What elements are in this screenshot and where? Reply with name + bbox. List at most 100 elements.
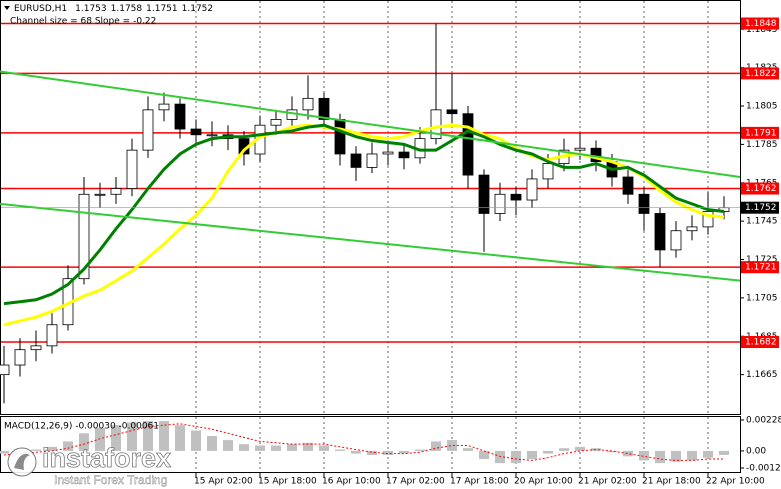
- menu-arrow: [4, 6, 10, 10]
- y-tick-label: 1.1725: [746, 255, 778, 265]
- level-tag: [741, 182, 779, 195]
- channel-line: [0, 202, 741, 282]
- y-tick-label: 1.1665: [746, 370, 778, 380]
- candle-body: [382, 151, 394, 155]
- macd-bar: [431, 441, 441, 451]
- candle-body: [430, 109, 442, 140]
- y-tick-label: 0.00228: [746, 416, 781, 426]
- macd-bar: [31, 449, 41, 451]
- macd-bar: [639, 450, 649, 461]
- x-tick-label: 16 Apr 10:00: [322, 477, 381, 487]
- level-tag: [741, 126, 779, 139]
- level-tag-label: 1.1822: [745, 69, 777, 79]
- candle-body: [686, 226, 698, 232]
- candle-body: [478, 174, 490, 214]
- y-tick-label: 1.1705: [746, 293, 778, 303]
- macd-bar: [95, 427, 105, 451]
- macd-bar: [719, 450, 729, 455]
- last-open: 1.1753: [75, 4, 107, 14]
- channel-info: Channel size = 68 Slope = -0.22: [10, 17, 156, 27]
- candle-body: [334, 119, 346, 155]
- tagline: Instant Forex Trading: [54, 473, 167, 487]
- macd-bar: [607, 450, 617, 453]
- macd-bar: [223, 440, 233, 451]
- candle-body: [638, 193, 650, 214]
- macd-bar: [351, 450, 361, 454]
- macd-bar: [79, 433, 89, 451]
- macd-panel: [0, 416, 741, 473]
- macd-bar: [271, 445, 281, 451]
- macd-bar: [143, 421, 153, 451]
- watermark: instaforex Instant Forex Trading: [7, 443, 171, 487]
- x-tick-label: 17 Apr 02:00: [386, 477, 445, 487]
- macd-bar: [191, 430, 201, 451]
- macd-bar: [111, 425, 121, 451]
- macd-title: MACD(12,26,9) -0.00030 -0.00061: [4, 422, 159, 432]
- y-tick-label: 1.1745: [746, 217, 778, 227]
- y-tick-label: 1.1785: [746, 140, 778, 150]
- macd-bar: [671, 450, 681, 462]
- x-tick-label: 21 Apr 18:00: [642, 477, 701, 487]
- macd-bar: [575, 446, 585, 451]
- level-tag: [741, 336, 779, 349]
- level-tag-label: 1.1791: [745, 128, 777, 138]
- candle-body: [702, 211, 714, 228]
- macd-bar: [655, 450, 665, 464]
- candle-body: [526, 178, 538, 201]
- y-tick-label: 1.1845: [746, 25, 778, 35]
- channel-line: [0, 70, 741, 178]
- brand: instaforex: [42, 443, 171, 473]
- level-tag: [741, 261, 779, 274]
- macd-bar: [687, 450, 697, 461]
- level-tag: [741, 67, 779, 80]
- level-tag-label: 1.1721: [745, 263, 777, 273]
- x-tick-label: 22 Apr 10:00: [706, 477, 765, 487]
- candle-body: [670, 230, 682, 251]
- last-close: 1.1752: [182, 4, 214, 14]
- macd-bar: [463, 448, 473, 451]
- macd-bar: [175, 425, 185, 451]
- y-tick-label: 1.1805: [746, 102, 778, 112]
- macd-bar: [0, 450, 9, 454]
- moving-average: [3, 123, 725, 327]
- candle-body: [350, 153, 362, 168]
- candle-body: [78, 193, 90, 280]
- level-tag-label: 1.1682: [745, 338, 777, 348]
- candle-body: [398, 151, 410, 159]
- macd-bar: [559, 448, 569, 451]
- macd-bar: [527, 450, 537, 460]
- candle-body: [302, 97, 314, 111]
- macd-bar: [591, 448, 601, 451]
- macd-bar: [207, 436, 217, 451]
- macd-bar: [287, 444, 297, 451]
- candle-body: [494, 193, 506, 214]
- x-tick-label: 20 Apr 10:00: [514, 477, 573, 487]
- macd-bar: [383, 450, 393, 455]
- macd-bar: [479, 450, 489, 460]
- candle-body: [206, 134, 218, 137]
- macd-bar: [447, 440, 457, 451]
- chart-header: EURUSD,H1 1.1753 1.1758 1.1751 1.1752: [14, 4, 213, 14]
- macd-bar: [239, 444, 249, 451]
- macd-bar: [367, 450, 377, 455]
- macd-bar: [543, 450, 553, 454]
- macd-bar: [47, 446, 57, 451]
- candle-body: [110, 188, 122, 195]
- moving-average: [3, 123, 725, 306]
- last-high: 1.1758: [111, 4, 143, 14]
- candle-body: [446, 109, 458, 115]
- candle-body: [158, 103, 170, 111]
- macd-bar: [495, 450, 505, 464]
- candle-body: [542, 163, 554, 180]
- candle-body: [94, 193, 106, 196]
- symbol: EURUSD,H1: [14, 4, 67, 14]
- level-tag-label: 1.1848: [745, 19, 777, 29]
- macd-bar: [623, 450, 633, 457]
- x-tick-label: 17 Apr 18:00: [450, 477, 509, 487]
- candle-body: [190, 128, 202, 136]
- macd-bar: [255, 445, 265, 451]
- candle-body: [286, 109, 298, 120]
- candle-body: [0, 364, 10, 376]
